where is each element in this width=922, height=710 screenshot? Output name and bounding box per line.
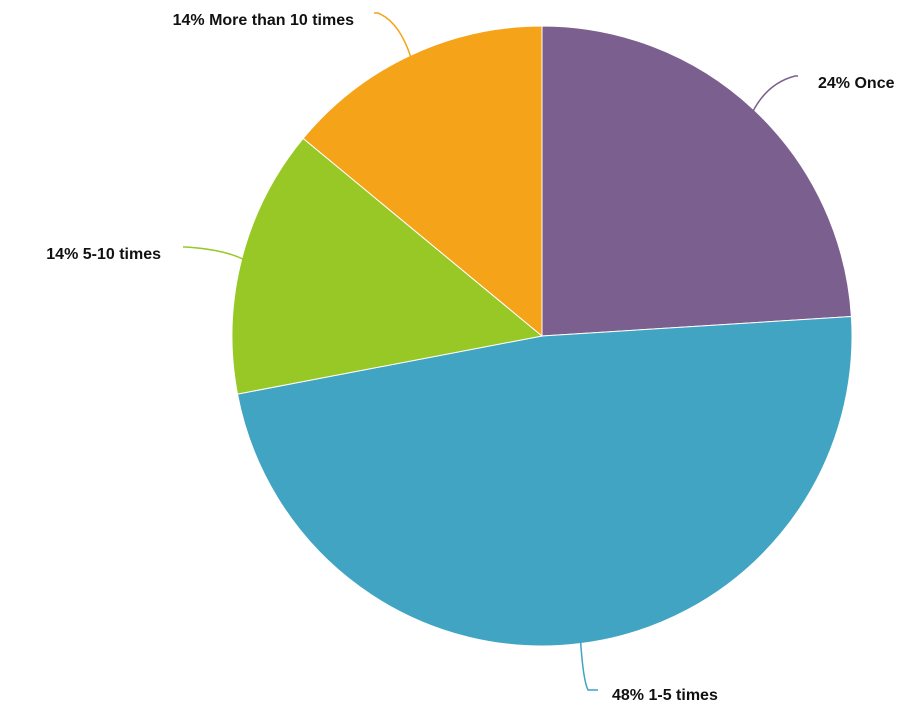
slice-labels: 24% Once 48% 1-5 times 14% 5-10 times 14% M… <box>46 12 894 704</box>
slice-label-once: 24% Once <box>818 75 895 92</box>
leader-lines <box>183 12 798 691</box>
slice-label-5-10-times: 14% 5-10 times <box>46 246 161 263</box>
leader-line-5-10-times <box>183 246 245 261</box>
leader-line-more-than-10-times <box>374 12 412 58</box>
slice-label-more-than-10-times: 14% More than 10 times <box>173 12 355 29</box>
pie-slice-once <box>541 25 852 337</box>
leader-line-once <box>752 75 798 112</box>
slice-label-1-5-times: 48% 1-5 times <box>612 687 718 704</box>
pie-slices <box>231 25 853 647</box>
leader-line-1-5-times <box>579 641 598 691</box>
